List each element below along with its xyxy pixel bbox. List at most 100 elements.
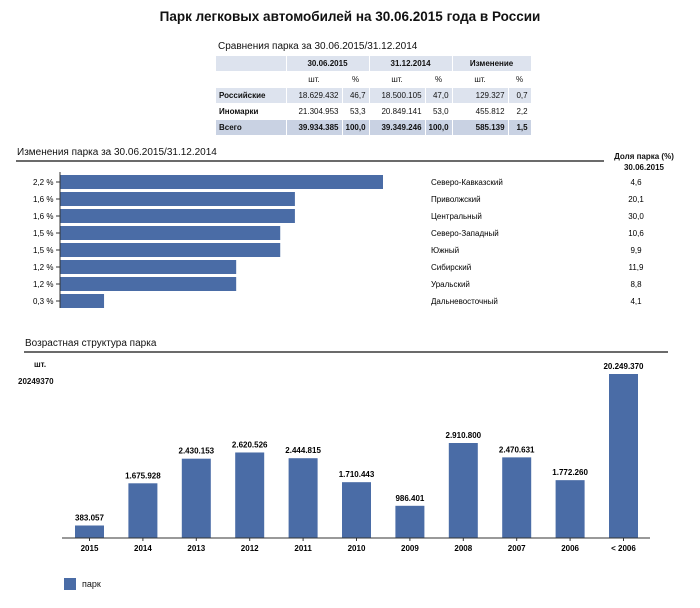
- change-label: 0,3 %: [33, 297, 53, 306]
- region-name: Центральный: [431, 212, 482, 221]
- age-unit-label: шт.: [34, 360, 47, 369]
- age-value-label: 986.401: [395, 494, 424, 503]
- cell-value: 455.812: [452, 103, 509, 120]
- share-header-line1: Доля парка (%): [614, 152, 674, 161]
- region-bar: [60, 226, 281, 240]
- share-header-line2: 30.06.2015: [623, 163, 665, 172]
- region-bar: [60, 260, 237, 274]
- region-share: 4,1: [630, 297, 642, 306]
- page-title: Парк легковых автомобилей на 30.06.2015 …: [159, 9, 541, 24]
- row-label: Российские: [216, 87, 287, 104]
- cell-value: 21.304.953: [286, 103, 343, 120]
- age-bar: [181, 458, 211, 538]
- cell-value: 0,7: [508, 87, 532, 104]
- age-category-label: 2009: [401, 544, 419, 553]
- share-header: Доля парка (%) 30.06.2015: [604, 151, 684, 173]
- change-label: 1,2 %: [33, 280, 53, 289]
- region-bar: [60, 294, 105, 308]
- age-value-label: 2.910.800: [446, 431, 482, 440]
- age-category-label: 2012: [241, 544, 259, 553]
- age-value-label: 2.444.815: [285, 446, 321, 455]
- change-label: 1,5 %: [33, 229, 53, 238]
- age-value-label: 1.675.928: [125, 471, 161, 480]
- cell-value: 18.500.105: [369, 87, 426, 104]
- change-label: 1,5 %: [33, 246, 53, 255]
- age-category-label: 2010: [348, 544, 366, 553]
- comparison-row-domestic: Российские 18.629.432 46,7 18.500.105 47…: [216, 87, 532, 104]
- cell-value: 2,2: [508, 103, 532, 120]
- change-label: 1,6 %: [33, 195, 53, 204]
- period-header-change: Изменение: [452, 56, 532, 72]
- region-name: Уральский: [431, 280, 470, 289]
- region-name: Сибирский: [431, 263, 471, 272]
- unit-header: шт.: [452, 71, 509, 88]
- region-name: Северо-Западный: [431, 229, 499, 238]
- age-title: Возрастная структура парка: [25, 338, 157, 349]
- cell-value: 47,0: [425, 87, 453, 104]
- age-value-label: 20.249.370: [603, 362, 644, 371]
- age-bar: [288, 458, 318, 538]
- cell-value: 39.349.246: [369, 119, 426, 136]
- region-bar: [60, 277, 237, 291]
- legend-label: парк: [82, 579, 101, 589]
- unit-header: %: [342, 71, 370, 88]
- region-bar: [60, 175, 383, 189]
- row-label: Всего: [216, 119, 287, 136]
- comparison-row-foreign: Иномарки 21.304.953 53,3 20.849.141 53,0…: [216, 103, 532, 120]
- region-share: 9,9: [630, 246, 642, 255]
- age-divider: [24, 351, 668, 353]
- age-bar: [555, 480, 585, 538]
- region-share: 20,1: [628, 195, 644, 204]
- age-structure-chart: 383.057 2015 1.675.928 2014 2.430.153 2013 2.6…: [62, 362, 650, 553]
- comparison-period-header-row: 30.06.2015 31.12.2014 Изменение: [216, 56, 532, 72]
- row-label: Иномарки: [216, 103, 287, 120]
- region-name: Северо-Кавказский: [431, 178, 503, 187]
- regions-title: Изменения парка за 30.06.2015/31.12.2014: [17, 147, 217, 158]
- comparison-row-total: Всего 39.934.385 100,0 39.349.246 100,0 …: [216, 119, 532, 136]
- cell-value: 53,3: [342, 103, 370, 120]
- comparison-title: Сравнения парка за 30.06.2015/31.12.2014: [218, 41, 418, 52]
- age-category-label: 2013: [187, 544, 205, 553]
- region-share: 11,9: [629, 263, 645, 272]
- age-max-label: 20249370: [18, 377, 54, 386]
- age-bar: [609, 374, 638, 538]
- region-share: 8,8: [630, 280, 642, 289]
- cell-value: 100,0: [425, 119, 453, 136]
- cell-value: 585.139: [452, 119, 509, 136]
- age-value-label: 383.057: [75, 513, 104, 522]
- age-bar: [342, 482, 371, 538]
- age-category-label: 2015: [81, 544, 99, 553]
- age-value-label: 2.430.153: [179, 447, 215, 456]
- region-share: 10,6: [628, 229, 644, 238]
- cell-value: 53,0: [425, 103, 453, 120]
- unit-header: %: [508, 71, 532, 88]
- age-value-label: 2.470.631: [499, 445, 535, 454]
- region-bar: [60, 209, 295, 223]
- region-bar: [60, 243, 281, 257]
- age-bar: [448, 443, 478, 538]
- unit-header: шт.: [369, 71, 426, 88]
- legend-swatch: [64, 578, 76, 590]
- region-share: 30,0: [628, 212, 644, 221]
- age-bar: [75, 525, 104, 538]
- unit-header: %: [425, 71, 453, 88]
- change-label: 1,2 %: [33, 263, 53, 272]
- cell-value: 100,0: [342, 119, 370, 136]
- age-bar: [235, 452, 265, 538]
- region-name: Дальневосточный: [431, 297, 498, 306]
- regions-divider: [16, 160, 604, 162]
- comparison-unit-header-row: шт. % шт. % шт. %: [216, 71, 532, 88]
- period-header-previous: 31.12.2014: [369, 56, 453, 72]
- comparison-table: 30.06.2015 31.12.2014 Изменение шт. % шт…: [216, 56, 532, 136]
- age-value-label: 1.710.443: [339, 470, 375, 479]
- region-bar: [60, 192, 295, 206]
- cell-value: 46,7: [342, 87, 370, 104]
- age-category-label: 2014: [134, 544, 152, 553]
- cell-value: 20.849.141: [369, 103, 426, 120]
- age-category-label: 2008: [454, 544, 472, 553]
- age-category-label: 2007: [508, 544, 526, 553]
- region-share: 4,6: [630, 178, 642, 187]
- period-header-current: 30.06.2015: [286, 56, 370, 72]
- age-category-label: < 2006: [611, 544, 636, 553]
- age-value-label: 1.772.260: [552, 468, 588, 477]
